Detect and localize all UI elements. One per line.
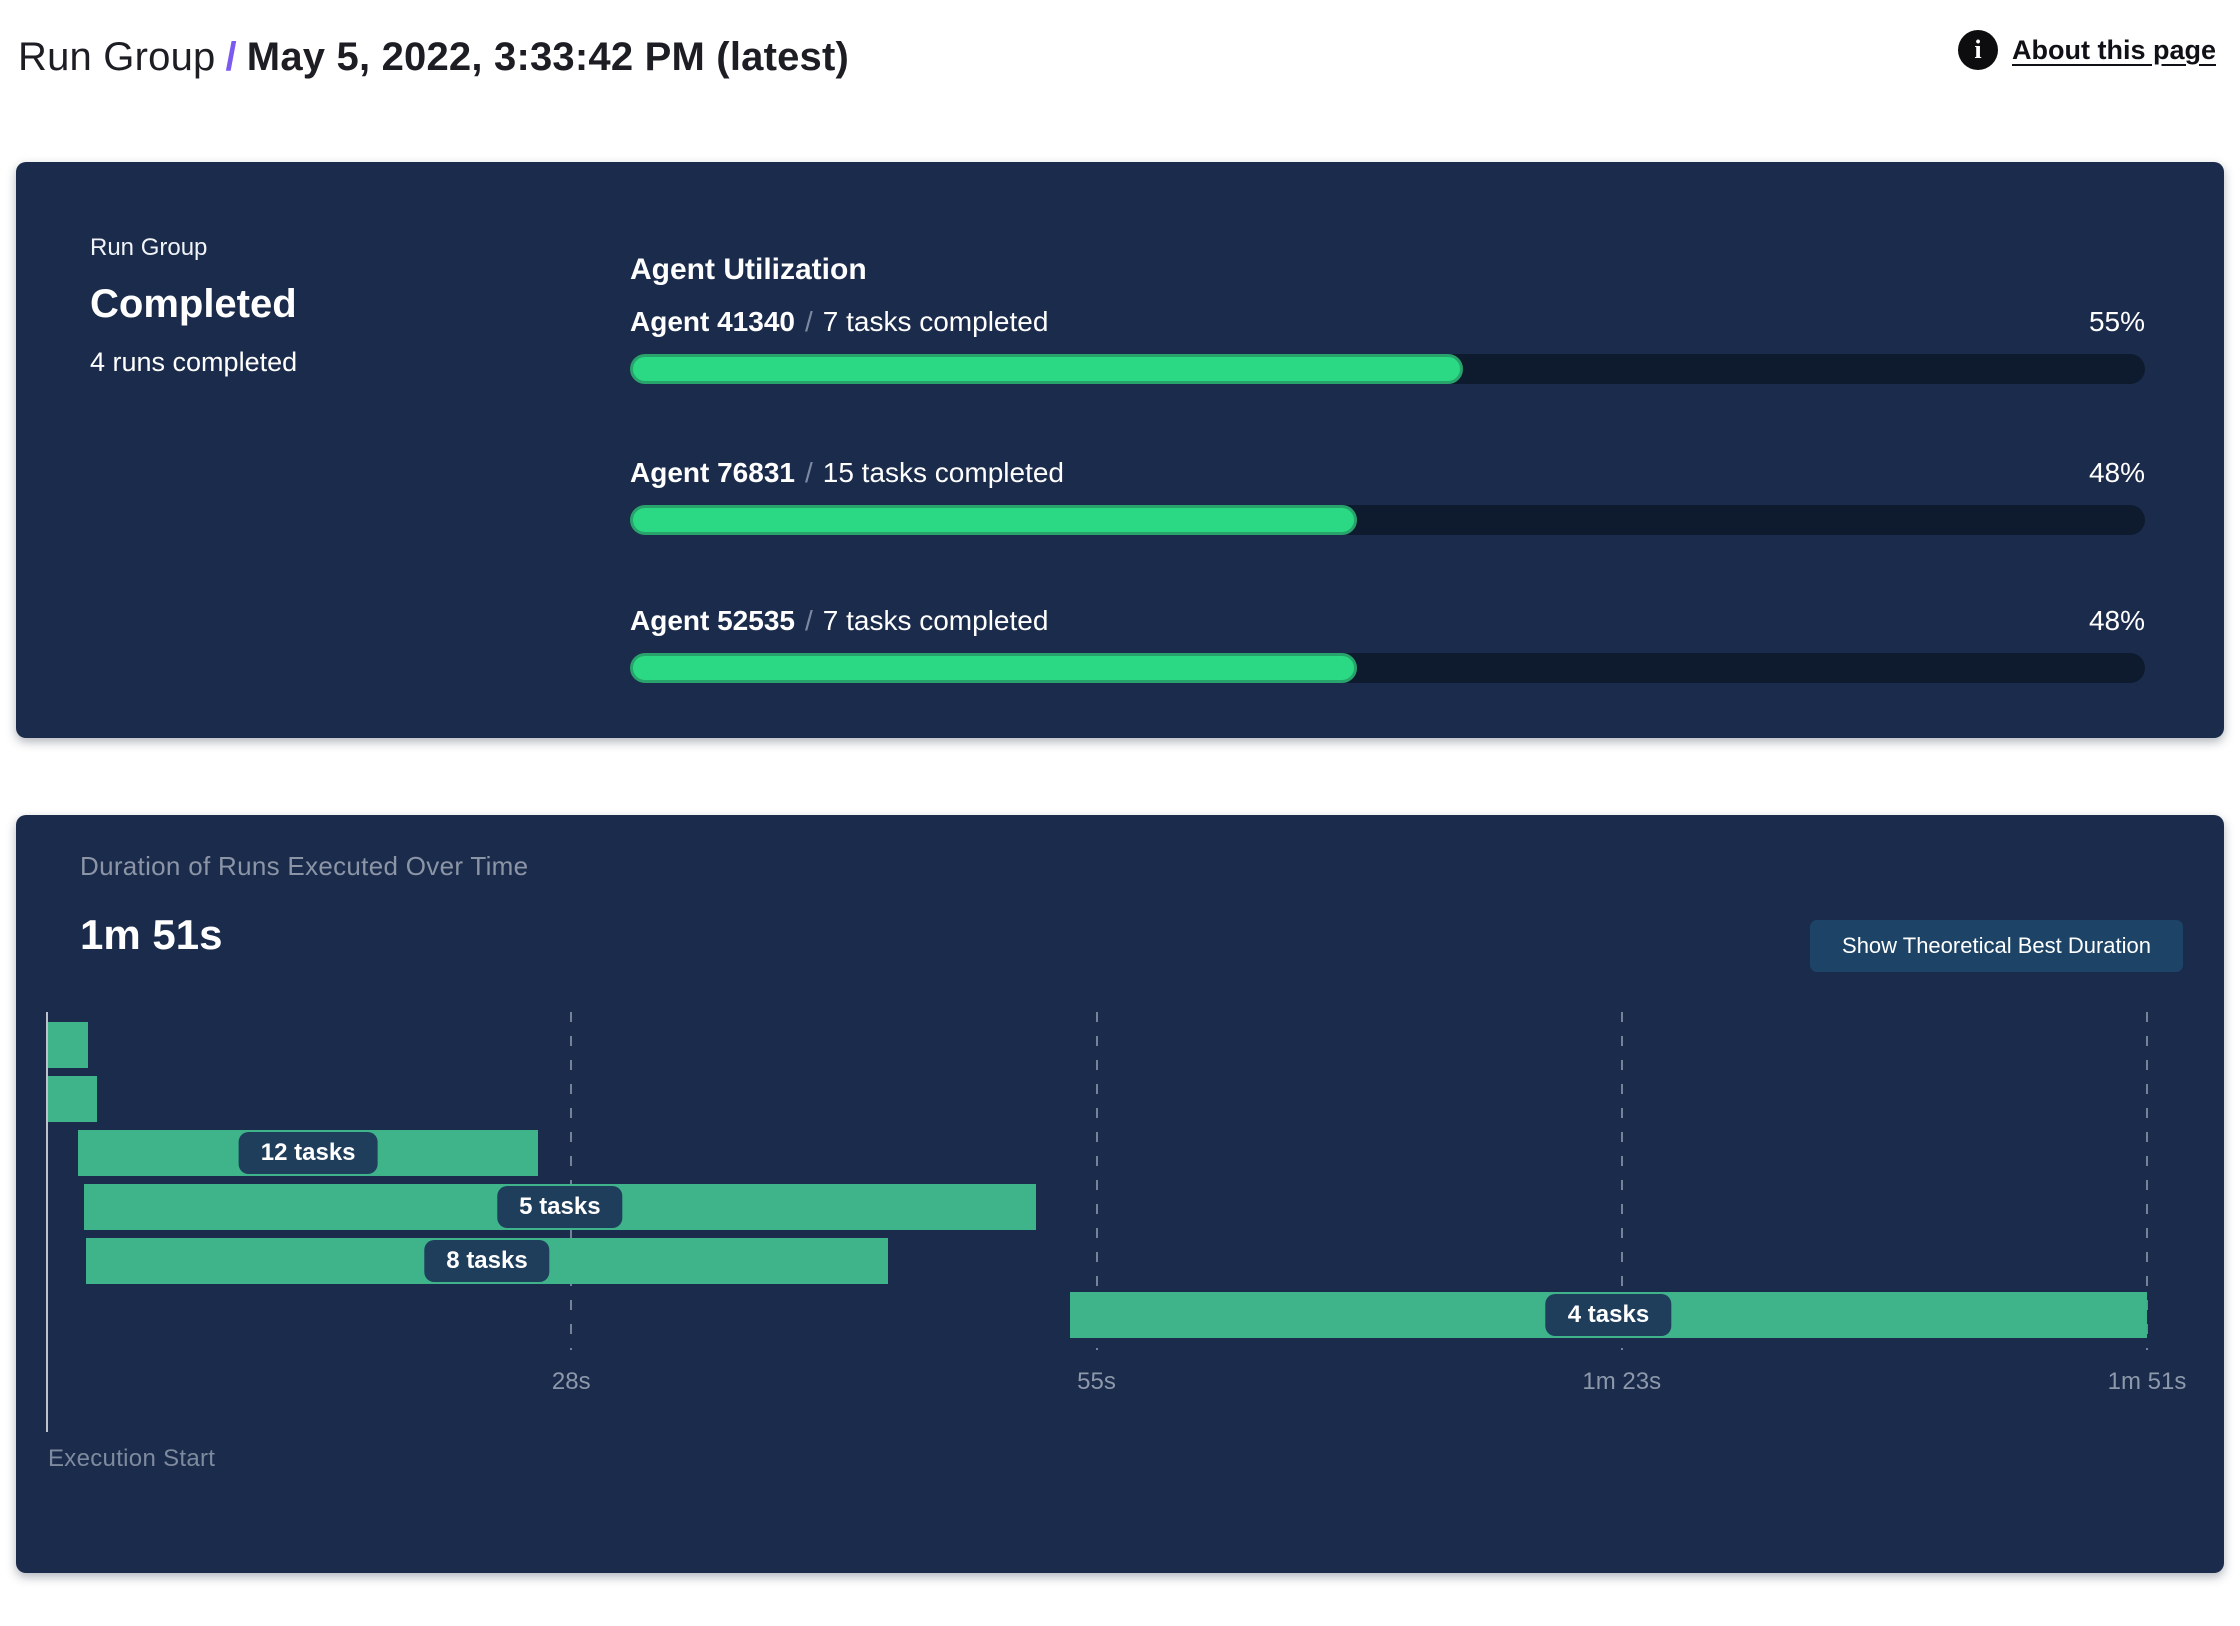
status-badge: Completed [90,282,297,326]
agent-utilization-row: Agent 41340 / 7 tasks completed 55% [630,306,2145,384]
agent-name: Agent 76831 [630,457,795,488]
agent-name: Agent 41340 [630,306,795,337]
agent-label-separator: / [804,306,813,337]
run-duration-bar[interactable]: 4 tasks [1070,1292,2147,1338]
agent-label-separator: / [804,457,813,488]
agent-utilization-percent: 48% [2088,605,2145,636]
agent-utilization-row: Agent 76831 / 15 tasks completed 48% [630,457,2145,535]
run-duration-bar[interactable]: 8 tasks [85,1238,889,1284]
agent-tasks-completed: 7 tasks completed [822,306,1049,337]
run-task-count-pill: 4 tasks [1545,1294,1672,1336]
runs-completed-summary: 4 runs completed [90,347,298,377]
utilization-bar-fill [630,653,1358,683]
run-timestamp-title: May 5, 2022, 3:33:42 PM (latest) [246,34,850,79]
agent-row-label-line: Agent 76831 / 15 tasks completed 48% [630,457,2145,489]
agent-utilization-title: Agent Utilization [630,252,867,286]
agent-tasks-completed: 7 tasks completed [822,605,1049,636]
run-group-summary-panel: Run Group Completed 4 runs completed Age… [16,162,2224,738]
agent-utilization-row: Agent 52535 / 7 tasks completed 48% [630,605,2145,683]
status-panel-label: Run Group [90,234,208,261]
time-tick-label: 1m 51s [2107,1368,2187,1395]
time-gridline [2146,1012,2148,1350]
page-title: Run Group / May 5, 2022, 3:33:42 PM (lates… [18,35,849,80]
run-duration-gantt-chart: 28s 55s 1m 23s 1m 51s 12 tasks 5 tasks 8 tasks… [46,1012,2186,1432]
agent-utilization-percent: 55% [2088,306,2145,337]
utilization-bar-track [630,653,2145,683]
agent-label-separator: / [804,605,813,636]
utilization-bar-fill [630,505,1358,535]
run-duration-bar[interactable]: 5 tasks [83,1184,1036,1230]
utilization-bar-track [630,505,2145,535]
time-gridline [570,1012,573,1350]
time-gridline [1095,1012,1098,1350]
time-tick-label: 28s [551,1368,591,1395]
run-task-count-pill: 5 tasks [497,1186,623,1228]
utilization-bar-fill [630,354,1464,384]
agent-name: Agent 52535 [630,605,795,636]
run-task-count-pill: 12 tasks [238,1132,378,1174]
agent-label: Agent 41340 / 7 tasks completed [630,306,1048,338]
agent-row-label-line: Agent 41340 / 7 tasks completed 55% [630,306,2145,338]
show-theoretical-best-duration-button[interactable]: Show Theoretical Best Duration [1810,920,2183,972]
about-link-label: About this page [2012,34,2216,65]
breadcrumb-separator: / [225,34,237,79]
agent-utilization-percent: 48% [2088,457,2145,488]
breadcrumb-run-group: Run Group [18,34,216,79]
run-group-status: Run Group Completed 4 runs completed [90,234,297,378]
agent-row-label-line: Agent 52535 / 7 tasks completed 48% [630,605,2145,637]
time-tick-label: 55s [1077,1368,1116,1395]
time-tick-label: 1m 23s [1582,1368,1662,1395]
agent-label: Agent 52535 / 7 tasks completed [630,605,1048,637]
time-gridline [1620,1012,1623,1350]
execution-start-axis-line [46,1012,48,1432]
info-icon: i [1958,30,1998,70]
run-task-count-pill: 8 tasks [424,1240,550,1282]
about-this-page-link[interactable]: i About this page [1958,30,2216,70]
utilization-bar-track [630,354,2145,384]
total-duration-value: 1m 51s [80,911,223,958]
duration-panel: Duration of Runs Executed Over Time 1m 5… [16,815,2224,1573]
run-duration-bar[interactable] [47,1076,98,1122]
agent-label: Agent 76831 / 15 tasks completed [630,457,1064,489]
duration-chart-subtitle: Duration of Runs Executed Over Time [80,851,529,881]
run-duration-bar[interactable]: 12 tasks [78,1130,539,1176]
execution-start-label: Execution Start [48,1445,216,1472]
run-duration-bar[interactable] [47,1022,88,1068]
agent-tasks-completed: 15 tasks completed [822,457,1064,488]
